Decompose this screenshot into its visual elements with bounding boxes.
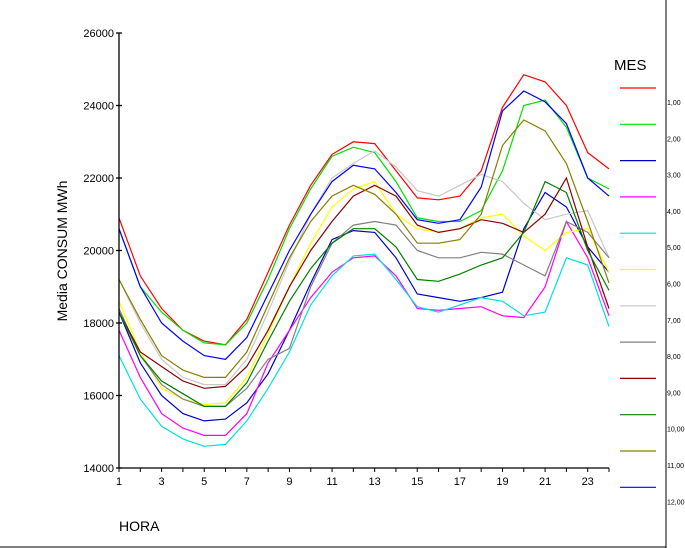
legend-label-6: 6,00	[667, 282, 681, 289]
x-tick-label: 9	[286, 476, 292, 488]
y-tick-label: 24000	[83, 101, 114, 113]
y-tick-label: 26000	[83, 28, 114, 40]
series-line-12	[118, 90, 610, 360]
legend: MES 1,00 2,00 3,00 4,00 5,00 6,00 7,00 8,00 9,00 1…	[614, 57, 685, 506]
series-line-10	[118, 180, 610, 407]
x-tick-label: 13	[369, 476, 381, 488]
series-line-1	[118, 73, 610, 346]
legend-label-2: 2,00	[667, 136, 681, 143]
x-tick-label: 19	[496, 476, 508, 488]
x-tick-label: 3	[159, 476, 165, 488]
x-tick-label: 5	[201, 476, 207, 488]
x-tick-label: 1	[116, 476, 122, 488]
legend-label-5: 5,00	[667, 245, 681, 252]
series-lines	[118, 73, 610, 447]
legend-label-3: 3,00	[667, 173, 681, 180]
legend-title: MES	[614, 57, 647, 74]
x-tick-label: 15	[411, 476, 423, 488]
series-line-9	[118, 176, 610, 389]
x-tick-label: 11	[326, 476, 337, 488]
y-tick-label: 22000	[83, 173, 114, 185]
x-tick-label: 17	[454, 476, 466, 488]
legend-label-9: 9,00	[667, 390, 681, 397]
series-line-2	[118, 99, 610, 346]
legend-label-10: 10,00	[667, 427, 685, 434]
y-axis-title: Media CONSUM MWh	[54, 181, 70, 322]
x-axis-title: HORA	[119, 518, 160, 534]
series-line-8	[118, 220, 610, 407]
legend-label-12: 12,00	[667, 499, 685, 506]
x-tick-label: 21	[539, 476, 551, 488]
series-line-4	[118, 220, 610, 436]
series-line-7	[118, 150, 610, 386]
y-tick-label: 14000	[83, 463, 114, 475]
y-tick-label: 18000	[83, 318, 114, 330]
legend-label-1: 1,00	[667, 100, 681, 107]
y-tick-label: 20000	[83, 246, 114, 258]
series-line-5	[118, 253, 610, 447]
x-tick-label: 7	[244, 476, 250, 488]
legend-label-8: 8,00	[667, 354, 681, 361]
y-tick-label: 16000	[83, 391, 114, 403]
series-line-11	[118, 119, 610, 378]
legend-label-7: 7,00	[667, 318, 681, 325]
x-tick-label: 23	[582, 476, 594, 488]
legend-label-4: 4,00	[667, 209, 681, 216]
legend-label-11: 11,00	[667, 463, 684, 470]
